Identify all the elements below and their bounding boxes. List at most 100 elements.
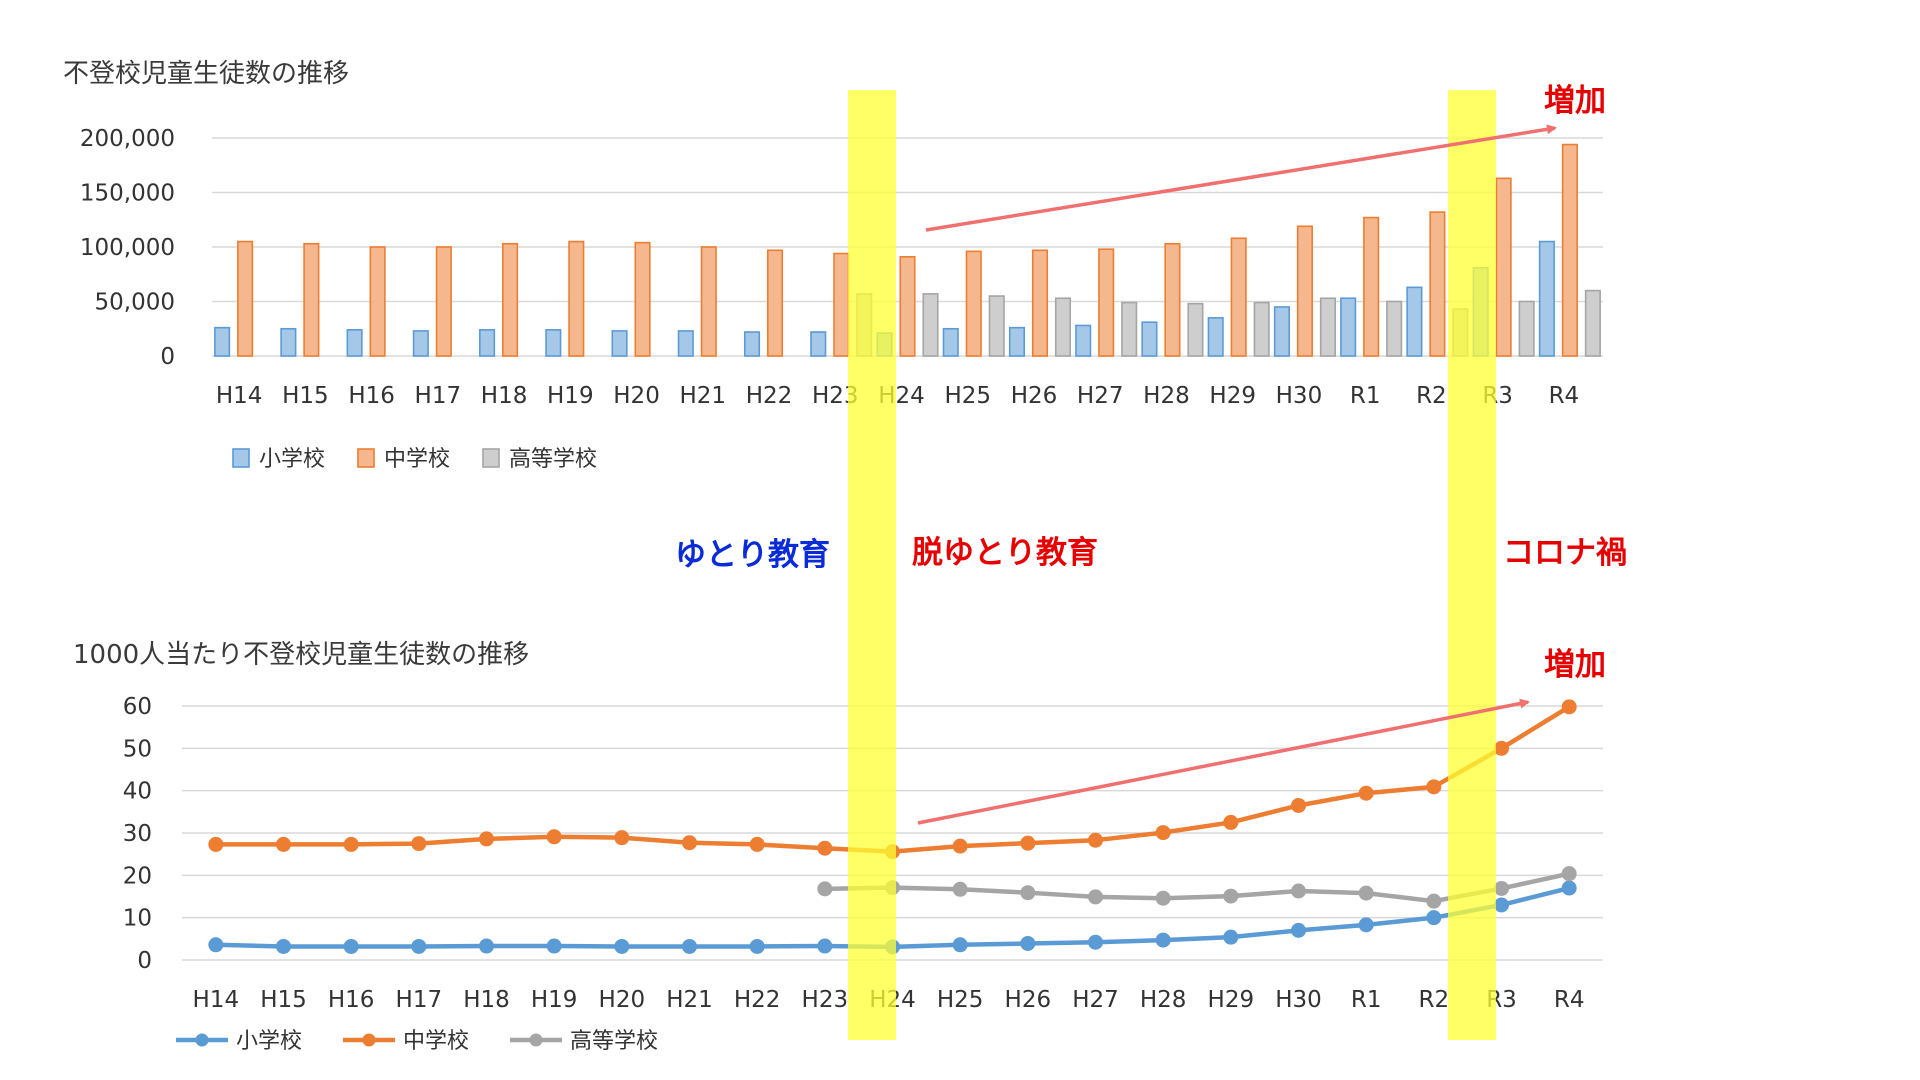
x-tick-label: H14 bbox=[193, 987, 240, 1013]
bar-高等学校-H25 bbox=[988, 295, 1005, 357]
point-小学校-H29 bbox=[1223, 929, 1239, 945]
line-chart-x-axis: H14H15H16H17H18H19H20H21H22H23H24H25H26H… bbox=[193, 987, 1585, 1013]
bar-小学校-H22 bbox=[743, 331, 761, 357]
bar-中学校-R3 bbox=[1495, 177, 1512, 357]
y-tick-label: 50 bbox=[123, 736, 152, 762]
point-小学校-R1 bbox=[1358, 917, 1374, 933]
point-小学校-H30 bbox=[1291, 922, 1306, 938]
x-tick-label: H29 bbox=[1209, 383, 1256, 409]
legend-marker bbox=[529, 1033, 543, 1047]
y-tick-label: 50,000 bbox=[95, 290, 175, 316]
bar-chart-x-axis: H14 H15 H16 H17 H18 H19 H20 H21 H22 H23 H24 H25 H26 H… bbox=[216, 383, 1579, 409]
point-中学校-R2 bbox=[1426, 779, 1442, 795]
point-小学校-R4 bbox=[1561, 880, 1577, 896]
increase-label-bottom: 増加 bbox=[1544, 647, 1606, 683]
bar-中学校-H18 bbox=[502, 242, 519, 357]
x-tick-label: H21 bbox=[680, 383, 727, 409]
point-高等学校-H29 bbox=[1223, 888, 1239, 904]
bar-小学校-H18 bbox=[479, 329, 496, 357]
point-小学校-H25 bbox=[952, 937, 968, 953]
bar-中学校-H15 bbox=[303, 242, 320, 357]
point-中学校-H16 bbox=[343, 836, 359, 852]
point-高等学校-R3 bbox=[1494, 880, 1509, 896]
legend-swatch bbox=[232, 448, 250, 468]
bar-中学校-H30 bbox=[1296, 225, 1313, 357]
point-中学校-R4 bbox=[1561, 699, 1577, 715]
bar-高等学校-H24 bbox=[922, 293, 939, 357]
point-高等学校-H23 bbox=[817, 881, 833, 897]
bar-高等学校-R1 bbox=[1386, 300, 1403, 357]
x-tick-label: H15 bbox=[260, 987, 307, 1013]
x-tick-label: H16 bbox=[348, 383, 395, 409]
bar-小学校-H27 bbox=[1075, 324, 1092, 357]
bar-中学校-H23 bbox=[833, 252, 850, 357]
x-tick-label: H29 bbox=[1208, 987, 1255, 1013]
y-tick-label: 0 bbox=[160, 344, 175, 370]
x-tick-label: H21 bbox=[666, 987, 713, 1013]
line-chart-legend: 小学校 中学校 高等学校 bbox=[176, 1029, 658, 1054]
x-tick-label: H19 bbox=[547, 383, 594, 409]
x-tick-label: R4 bbox=[1549, 383, 1580, 409]
point-小学校-H26 bbox=[1020, 935, 1036, 951]
legend-label: 中学校 bbox=[384, 447, 450, 472]
bar-中学校-R1 bbox=[1363, 216, 1380, 357]
bar-中学校-H21 bbox=[700, 246, 717, 357]
point-小学校-H23 bbox=[817, 938, 833, 954]
bar-中学校-H24 bbox=[899, 256, 916, 357]
x-tick-label: H17 bbox=[415, 383, 462, 409]
x-tick-label: H20 bbox=[599, 987, 646, 1013]
legend-swatch bbox=[357, 448, 375, 468]
x-tick-label: H26 bbox=[1005, 987, 1052, 1013]
line-chart-per-1000: 1000人当たり不登校児童生徒数の推移 0 10 20 30 40 50 60 H14 H15… bbox=[73, 640, 1603, 1054]
highlight-band-h24 bbox=[848, 90, 896, 1040]
bar-小学校-R1 bbox=[1340, 297, 1357, 357]
bar-小学校-H25 bbox=[942, 327, 959, 357]
bar-小学校-H15 bbox=[280, 327, 297, 357]
bar-高等学校-H29 bbox=[1253, 301, 1270, 357]
point-中学校-H28 bbox=[1155, 825, 1171, 841]
bar-中学校-H19 bbox=[568, 240, 585, 357]
highlight-band-r3 bbox=[1448, 90, 1496, 1040]
x-tick-label: R4 bbox=[1554, 987, 1585, 1013]
x-tick-label: H28 bbox=[1140, 987, 1187, 1013]
bar-小学校-H21 bbox=[677, 330, 694, 357]
bar-小学校-R2 bbox=[1406, 286, 1423, 357]
point-中学校-H30 bbox=[1291, 797, 1306, 813]
point-中学校-H23 bbox=[817, 840, 833, 856]
bar-高等学校-H27 bbox=[1121, 301, 1138, 357]
corona-label: コロナ禍 bbox=[1503, 535, 1627, 571]
point-中学校-H22 bbox=[749, 836, 765, 852]
y-tick-label: 100,000 bbox=[80, 235, 175, 261]
x-tick-label: H14 bbox=[216, 383, 263, 409]
point-小学校-H14 bbox=[208, 937, 224, 953]
point-小学校-H15 bbox=[276, 938, 291, 954]
point-中学校-H18 bbox=[479, 831, 494, 847]
x-tick-label: H23 bbox=[802, 987, 849, 1013]
point-小学校-H18 bbox=[479, 938, 494, 954]
point-高等学校-H26 bbox=[1020, 885, 1036, 901]
bar-小学校-H17 bbox=[412, 330, 429, 357]
bar-中学校-H29 bbox=[1230, 237, 1247, 357]
point-中学校-H19 bbox=[546, 829, 562, 845]
bar-chart-absolute: 不登校児童生徒数の推移 0 50,000 100,000 150,000 200,000… bbox=[63, 59, 1603, 472]
point-中学校-H25 bbox=[952, 838, 968, 854]
x-tick-label: H30 bbox=[1275, 987, 1322, 1013]
point-高等学校-H25 bbox=[952, 881, 968, 897]
point-中学校-R1 bbox=[1358, 785, 1374, 801]
bar-高等学校-H26 bbox=[1054, 297, 1072, 357]
bar-中学校-H26 bbox=[1031, 249, 1049, 357]
bar-中学校-H14 bbox=[237, 240, 254, 357]
bar-中学校-R4 bbox=[1561, 143, 1578, 357]
x-tick-label: H15 bbox=[282, 383, 329, 409]
point-小学校-H28 bbox=[1155, 932, 1171, 948]
bar-高等学校-R3 bbox=[1518, 300, 1535, 357]
point-小学校-H19 bbox=[546, 938, 562, 954]
bar-中学校-R2 bbox=[1429, 211, 1446, 357]
line-chart-y-axis: 0 10 20 30 40 50 60 bbox=[123, 694, 152, 974]
bar-中学校-H17 bbox=[435, 246, 452, 357]
x-tick-label: H20 bbox=[613, 383, 660, 409]
bar-中学校-H25 bbox=[965, 250, 982, 357]
x-tick-label: R2 bbox=[1416, 383, 1447, 409]
datsu-yutori-label: 脱ゆとり教育 bbox=[912, 535, 1098, 571]
